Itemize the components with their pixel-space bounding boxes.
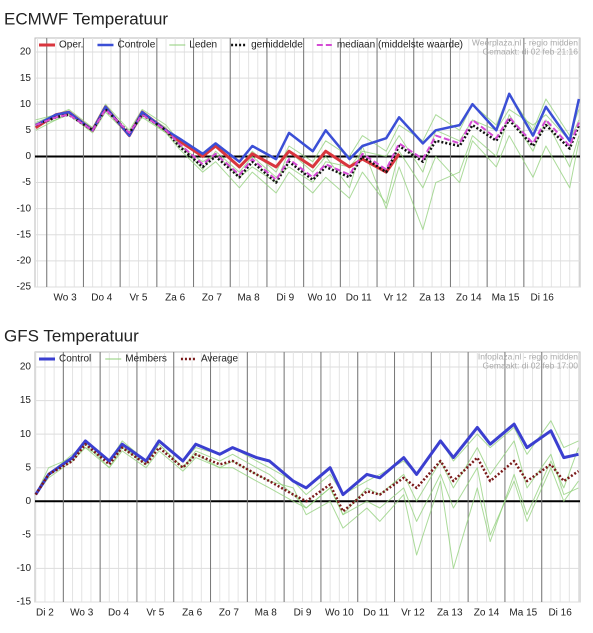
x-tick-label: Di 9 (294, 608, 312, 619)
y-tick-label: -15 (17, 229, 32, 240)
x-tick-label: Zo 7 (202, 293, 222, 304)
y-tick-label: -10 (17, 203, 32, 214)
member-line (35, 420, 579, 496)
x-tick-label: Di 16 (531, 293, 555, 304)
legend-label: Oper. (59, 40, 83, 51)
x-tick-label: Do 4 (108, 608, 130, 619)
y-tick-label: 0 (25, 496, 31, 507)
x-tick-label: Do 11 (363, 608, 389, 619)
x-tick-label: Wo 10 (308, 293, 337, 304)
x-tick-label: Vr 5 (130, 293, 148, 304)
y-tick-label: -10 (17, 563, 32, 574)
x-tick-label: Vr 12 (384, 293, 408, 304)
x-tick-label: Za 13 (437, 608, 463, 619)
legend-label: Control (59, 354, 91, 365)
legend-label: Average (201, 354, 239, 365)
legend-label: mediaan (middelste waarde) (337, 40, 463, 51)
y-tick-label: -5 (22, 177, 31, 188)
y-tick-label: 20 (20, 362, 32, 373)
y-tick-label: 15 (20, 73, 32, 84)
y-tick-label: -20 (17, 256, 32, 267)
x-tick-label: Wo 3 (54, 293, 78, 304)
y-tick-label: -25 (17, 282, 32, 293)
series-line (34, 442, 580, 513)
y-tick-label: 0 (25, 151, 31, 162)
x-tick-label: Za 6 (165, 293, 185, 304)
chart-title: ECMWF Temperatuur (4, 9, 168, 28)
x-tick-label: Vr 12 (401, 608, 425, 619)
x-tick-label: Di 2 (36, 608, 54, 619)
legend-label: gemiddelde (251, 40, 303, 51)
legend-label: Leden (189, 40, 217, 51)
x-tick-label: Do 4 (91, 293, 113, 304)
x-tick-label: Wo 3 (70, 608, 94, 619)
x-tick-label: Zo 7 (219, 608, 239, 619)
x-tick-label: Ma 8 (255, 608, 278, 619)
member-line (35, 440, 579, 516)
plot-frame (34, 351, 581, 603)
series-line (35, 92, 581, 163)
x-tick-label: Ma 15 (492, 293, 520, 304)
y-tick-label: -15 (17, 597, 32, 608)
y-tick-label: 10 (20, 99, 32, 110)
y-tick-label: 5 (25, 125, 31, 136)
x-tick-label: Za 13 (419, 293, 445, 304)
source-note: Infoplaza.nl - regio midden (478, 351, 578, 361)
x-tick-label: Ma 15 (509, 608, 537, 619)
y-tick-label: -5 (22, 529, 31, 540)
source-note: Weerplaza.nl - regio midden (472, 37, 578, 47)
x-tick-label: Di 9 (276, 293, 294, 304)
y-tick-label: 5 (25, 462, 31, 473)
y-tick-label: 15 (20, 395, 32, 406)
x-tick-label: Ma 8 (237, 293, 260, 304)
series-line (34, 422, 579, 497)
legend-label: Controle (117, 40, 155, 51)
chart-title: GFS Temperatuur (4, 326, 139, 345)
source-note: Gemaakt: di 02 feb 21:16 (483, 46, 579, 56)
x-tick-label: Wo 10 (325, 608, 354, 619)
source-note: Gemaakt: di 02 feb 17:00 (483, 360, 579, 370)
x-tick-label: Vr 5 (146, 608, 164, 619)
y-tick-label: 10 (20, 429, 32, 440)
legend-label: Members (125, 354, 167, 365)
x-tick-label: Zo 14 (474, 608, 500, 619)
x-tick-label: Do 11 (346, 293, 372, 304)
member-line (35, 93, 580, 173)
series-line (35, 108, 580, 181)
y-tick-label: 20 (20, 47, 32, 58)
x-tick-label: Za 6 (182, 608, 202, 619)
x-tick-label: Zo 14 (456, 293, 482, 304)
x-tick-label: Di 16 (548, 608, 572, 619)
